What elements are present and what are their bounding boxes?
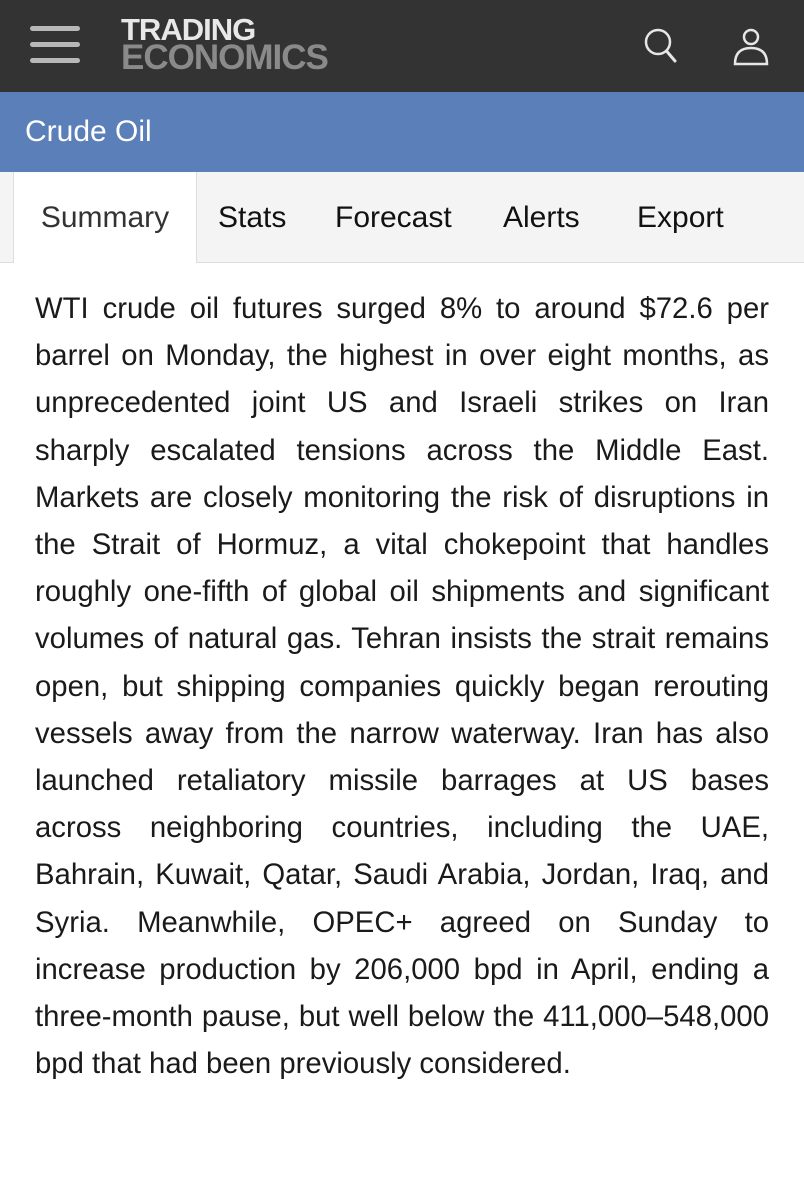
search-icon[interactable] <box>641 26 681 66</box>
menu-icon[interactable] <box>30 26 80 64</box>
tab-bar: Summary Stats Forecast Alerts Export <box>0 172 804 263</box>
tab-alerts[interactable]: Alerts <box>503 201 580 234</box>
tab-summary[interactable]: Summary <box>13 172 197 263</box>
logo[interactable]: TRADING ECONOMICS <box>121 12 329 77</box>
summary-text: WTI crude oil futures surged 8% to aroun… <box>35 292 769 1081</box>
user-icon[interactable] <box>731 26 771 66</box>
page-title: Crude Oil <box>0 92 804 172</box>
tab-export[interactable]: Export <box>637 201 724 234</box>
tab-forecast[interactable]: Forecast <box>335 201 452 234</box>
logo-line2: ECONOMICS <box>121 38 329 77</box>
tab-stats[interactable]: Stats <box>218 201 287 234</box>
logo-line1: TRADING <box>121 12 256 47</box>
top-navbar: TRADING ECONOMICS <box>0 0 804 92</box>
